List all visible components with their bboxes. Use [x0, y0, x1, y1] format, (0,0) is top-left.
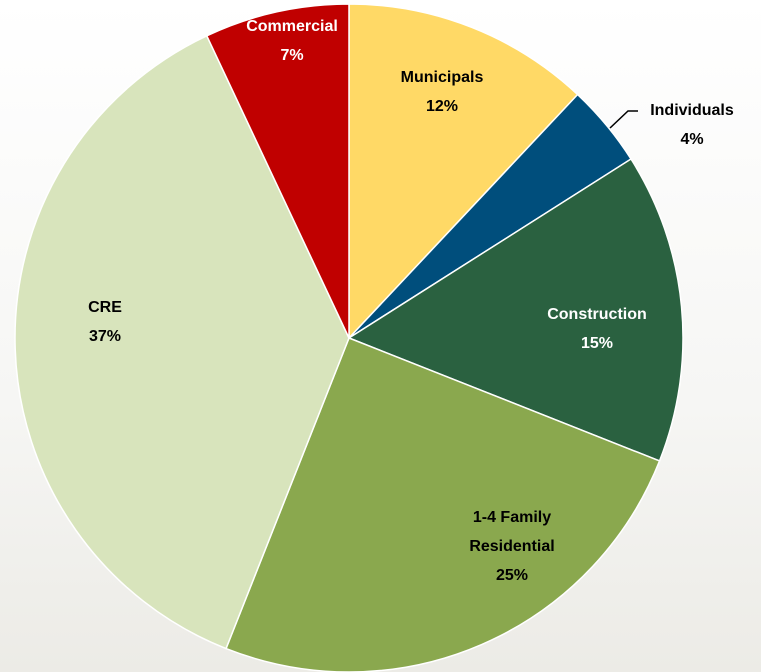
pie-slice	[348, 3, 579, 340]
slice-label: Individuals 4%	[637, 96, 747, 154]
slice-label: CRE 37%	[55, 293, 155, 351]
slice-name: 1-4 Family Residential	[469, 509, 555, 555]
slice-value: 7%	[280, 47, 304, 64]
slice-name: Municipals	[400, 69, 484, 86]
pie-slice	[14, 34, 350, 650]
pie-slice	[347, 157, 684, 462]
slice-label: 1-4 Family Residential 25%	[447, 503, 577, 590]
slice-value: 12%	[425, 98, 459, 115]
pie-slice	[205, 3, 350, 339]
slice-value: 4%	[680, 131, 704, 148]
slice-value: 25%	[495, 567, 529, 584]
slice-value: 15%	[580, 335, 614, 352]
slice-label: Construction 15%	[527, 300, 667, 358]
slice-label: Municipals 12%	[372, 63, 512, 121]
slice-name: CRE	[88, 299, 122, 316]
slice-label: Commercial 7%	[232, 12, 352, 70]
slice-value: 37%	[88, 328, 122, 345]
slice-name: Construction	[547, 306, 647, 323]
leader-line	[609, 110, 638, 129]
pie-slice	[225, 337, 661, 672]
slice-name: Commercial	[246, 18, 338, 35]
slice-name: Individuals	[650, 102, 734, 119]
